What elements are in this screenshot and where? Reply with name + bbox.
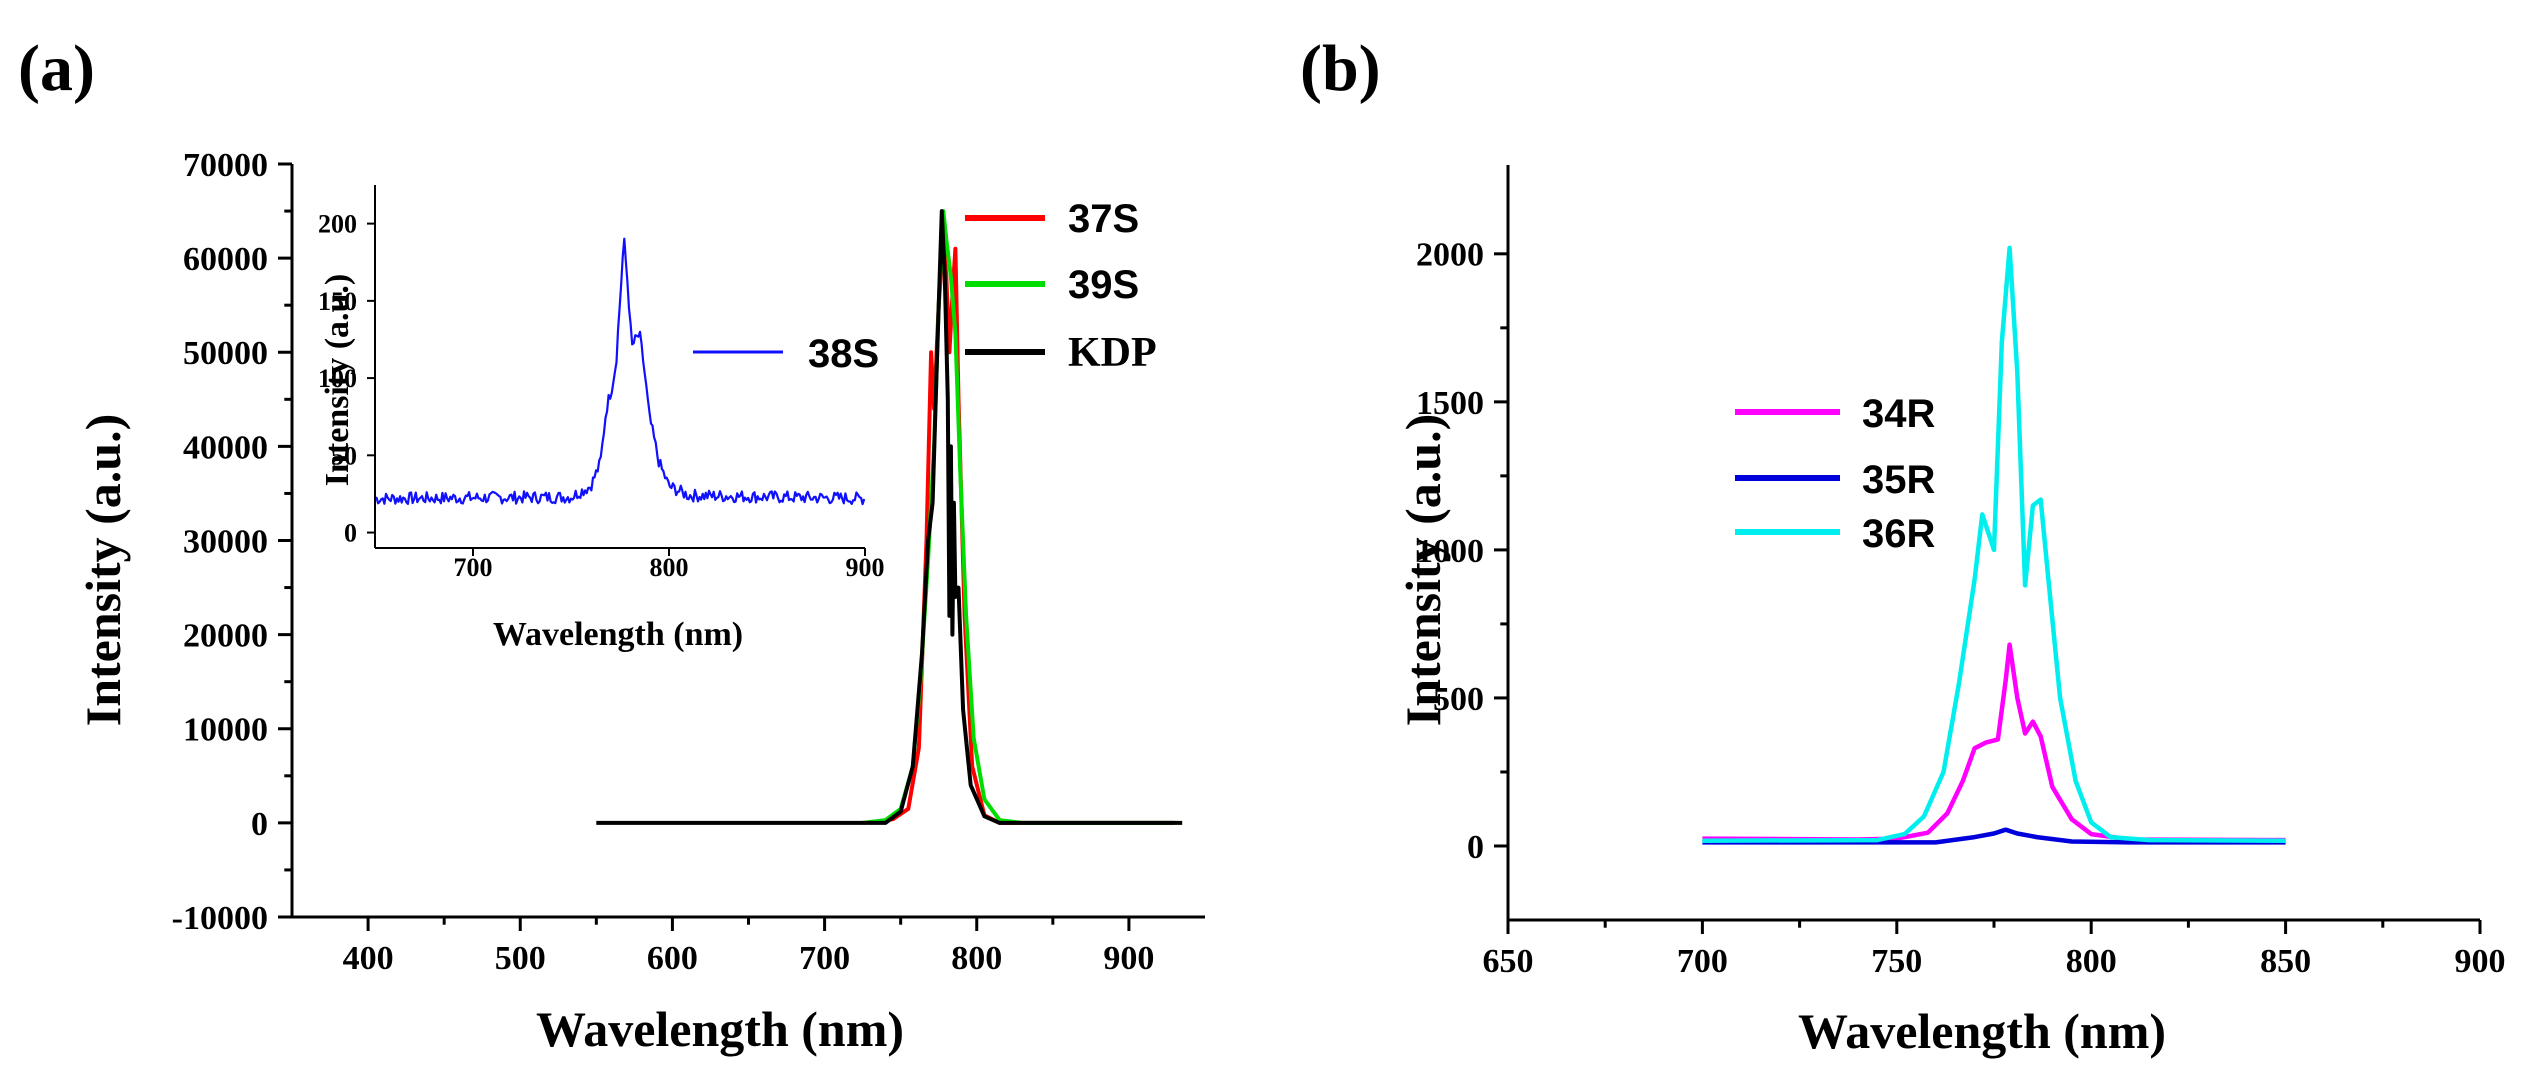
chart-a-series [596, 209, 1183, 825]
chart-a-y-tick-label: 0 [251, 806, 268, 843]
chart-a: 400 500 600 700 800 900-100000100002000030000… [75, 147, 1205, 1057]
chart-a-x-tick-label: 500 [495, 940, 546, 977]
chart-a-x-tick-label: 800 [951, 940, 1002, 977]
chart-a-y-tick-label: 20000 [183, 618, 268, 655]
series-line-38S [374, 237, 866, 506]
chart-a-ticks: 400 500 600 700 800 900-100000100002000030000… [172, 147, 1155, 977]
legend-entry-34R: 34R [1735, 392, 1935, 436]
inset-legend: 38S [693, 332, 879, 376]
legend-label-KDP: KDP [1068, 330, 1157, 376]
legend-label-39S: 39S [1068, 263, 1139, 307]
chart-a-x-tick-label: 400 [343, 940, 394, 977]
inset-axes [374, 185, 865, 549]
inset-y-tick-label: 200 [318, 210, 357, 239]
legend-entry-KDP: KDP [965, 330, 1157, 376]
chart-b-x-tick-label: 750 [1871, 943, 1922, 980]
chart-b-y-tick-label: 0 [1467, 829, 1484, 866]
chart-a-y-tick-label: 50000 [183, 335, 268, 372]
chart-a-y-tick-label: 70000 [183, 147, 268, 184]
chart-a-y-axis-label: Intensity (a.u.) [75, 414, 131, 727]
chart-b-y-tick-label: 1000 [1416, 533, 1484, 570]
legend-entry-36R: 36R [1735, 512, 1935, 556]
legend-label-34R: 34R [1862, 392, 1935, 436]
chart-a-y-tick-label: 60000 [183, 241, 268, 278]
legend-entry-37S: 37S [965, 197, 1139, 241]
chart-a-x-tick-label: 700 [799, 940, 850, 977]
chart-b-ticks: 650 700 750 800 850 900 0 500 1000 1500 2000 [1416, 237, 2506, 980]
inset-y-axis-label: Intensity (a.u.) [319, 274, 356, 487]
legend-label-37S: 37S [1068, 197, 1139, 241]
inset-y-tick-label: 100 [318, 364, 357, 393]
chart-a-inset: 700 800 900 0 50 100 150 200 Wavelength (nm) In… [318, 185, 885, 653]
chart-a-legend: 37S 39S KDP [965, 197, 1157, 376]
chart-b-x-tick-label: 850 [2260, 943, 2311, 980]
chart-b-x-tick-label: 700 [1677, 943, 1728, 980]
legend-entry-39S: 39S [965, 263, 1139, 307]
chart-b-x-tick-label: 650 [1483, 943, 1534, 980]
chart-b-x-axis-label: Wavelength (nm) [1798, 1003, 2166, 1059]
chart-a-y-tick-label: 10000 [183, 712, 268, 749]
chart-a-axes [290, 164, 1205, 919]
chart-b-y-tick-label: 500 [1433, 681, 1484, 718]
chart-b-y-tick-label: 2000 [1416, 237, 1484, 274]
chart-b: 650 700 750 800 850 900 0 500 1000 1500 2000 Wavel… [1395, 165, 2506, 1059]
inset-ticks: 700 800 900 0 50 100 150 200 [318, 210, 885, 582]
inset-x-axis-label: Wavelength (nm) [493, 616, 743, 653]
chart-b-axes [1506, 165, 2480, 922]
chart-b-x-tick-label: 800 [2066, 943, 2117, 980]
legend-entry-35R: 35R [1735, 458, 1935, 502]
chart-a-y-tick-label: 40000 [183, 429, 268, 466]
legend-label-35R: 35R [1862, 458, 1935, 502]
inset-y-tick-label: 50 [331, 441, 357, 470]
chart-b-series [1702, 245, 2286, 845]
chart-a-y-tick-label: 30000 [183, 523, 268, 560]
series-line-35R [1702, 827, 2286, 845]
chart-a-y-tick-label: -10000 [172, 900, 268, 937]
chart-b-y-tick-label: 1500 [1416, 385, 1484, 422]
series-line-KDP [596, 209, 1183, 825]
chart-b-y-axis-label: Intensity (a.u.) [1395, 414, 1451, 727]
chart-a-x-axis-label: Wavelength (nm) [536, 1001, 904, 1057]
chart-a-x-tick-label: 600 [647, 940, 698, 977]
inset-x-tick-label: 700 [454, 553, 493, 582]
series-line-36R [1702, 245, 2286, 843]
panel-a-label: (a) [18, 32, 95, 105]
legend-label-36R: 36R [1862, 512, 1935, 556]
chart-b-legend: 34R 35R 36R [1735, 392, 1935, 556]
inset-x-tick-label: 900 [846, 553, 885, 582]
legend-label-38S: 38S [808, 332, 879, 376]
inset-y-tick-label: 150 [318, 287, 357, 316]
inset-x-tick-label: 800 [650, 553, 689, 582]
series-line-34R [1702, 642, 2286, 843]
chart-b-x-tick-label: 900 [2455, 943, 2506, 980]
chart-a-x-tick-label: 900 [1103, 940, 1154, 977]
inset-series [374, 237, 866, 506]
panel-b-label: (b) [1300, 32, 1381, 105]
inset-y-tick-label: 0 [344, 519, 357, 548]
